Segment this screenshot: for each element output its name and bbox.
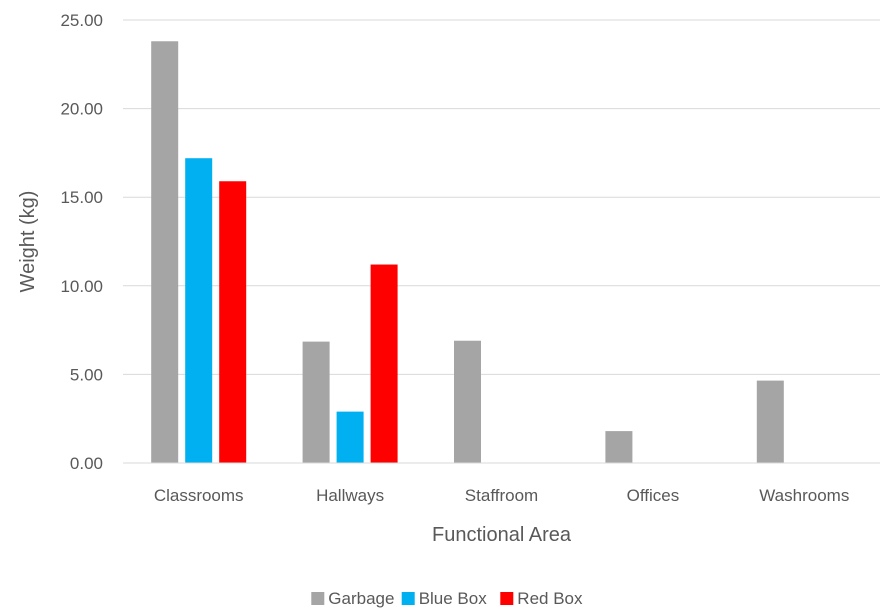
x-tick-label: Washrooms: [759, 486, 849, 505]
bar-garbage-classrooms: [151, 41, 179, 463]
y-tick-label: 0.00: [70, 454, 103, 473]
legend: Garbage Blue Box Red Box: [311, 589, 583, 608]
legend-item-garbage: Garbage: [311, 589, 394, 608]
y-tick-label: 5.00: [70, 365, 103, 384]
legend-swatch: [401, 592, 415, 605]
x-tick-label: Classrooms: [154, 486, 244, 505]
legend-item-red-box: Red Box: [500, 589, 583, 608]
legend-label: Red Box: [517, 589, 583, 608]
gridlines: [123, 19, 880, 375]
x-axis-title: Functional Area: [432, 524, 572, 546]
bar-red-box-classrooms: [219, 181, 247, 463]
y-axis-ticks: 0.00 5.00 10.00 15.00 20.00 25.00: [60, 11, 103, 473]
bar-red-box-hallways: [370, 264, 398, 463]
x-tick-label: Staffroom: [465, 486, 538, 505]
bar-garbage-hallways: [302, 341, 330, 463]
legend-item-blue-box: Blue Box: [401, 589, 488, 608]
y-tick-label: 10.00: [60, 277, 103, 296]
bar-garbage-washrooms: [756, 380, 784, 463]
bar-blue-box-hallways: [336, 411, 364, 463]
bar-garbage-staffroom: [454, 340, 481, 463]
x-tick-label: Offices: [627, 486, 680, 505]
y-axis-title: Weight (kg): [17, 191, 39, 293]
bars: [151, 41, 784, 463]
bar-blue-box-classrooms: [185, 158, 213, 463]
legend-label: Garbage: [328, 589, 394, 608]
x-axis-ticks: Classrooms Hallways Staffroom Offices Washro…: [154, 486, 850, 505]
legend-swatch: [500, 592, 514, 605]
legend-swatch: [311, 592, 325, 605]
legend-label: Blue Box: [419, 589, 488, 608]
x-tick-label: Hallways: [316, 486, 384, 505]
bar-garbage-offices: [605, 431, 633, 463]
y-tick-label: 20.00: [60, 100, 103, 119]
y-tick-label: 15.00: [60, 188, 103, 207]
y-tick-label: 25.00: [60, 11, 103, 30]
